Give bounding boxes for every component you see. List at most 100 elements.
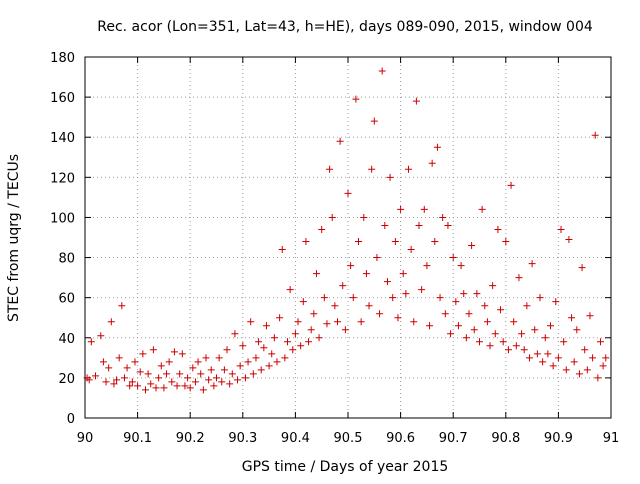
data-point: [528, 260, 536, 268]
data-point: [581, 346, 589, 354]
data-point: [565, 236, 573, 244]
data-point: [470, 326, 478, 334]
data-point: [594, 374, 602, 382]
data-point: [302, 238, 310, 246]
data-point: [602, 354, 610, 362]
data-point: [134, 382, 142, 390]
data-point: [552, 298, 560, 306]
data-point: [418, 286, 426, 294]
data-point: [157, 362, 165, 370]
data-point: [260, 344, 268, 352]
data-point: [478, 205, 486, 213]
data-point: [554, 354, 562, 362]
data-point: [333, 318, 341, 326]
data-point: [113, 376, 121, 384]
data-point: [120, 374, 128, 382]
data-point: [491, 330, 499, 338]
data-point: [247, 318, 255, 326]
data-points: [83, 67, 610, 394]
data-point: [378, 67, 386, 75]
data-point: [307, 326, 315, 334]
data-point: [573, 326, 581, 334]
data-point: [449, 254, 457, 262]
data-point: [252, 354, 260, 362]
data-point: [426, 322, 434, 330]
data-point: [355, 238, 363, 246]
data-point: [118, 302, 126, 310]
data-point: [312, 270, 320, 278]
data-point: [249, 370, 257, 378]
data-point: [131, 358, 139, 366]
data-point: [404, 165, 412, 173]
data-point: [305, 338, 313, 346]
y-axis-label: STEC from uqrg / TECUs: [6, 154, 22, 322]
data-point: [347, 262, 355, 270]
data-point: [549, 362, 557, 370]
data-point: [373, 254, 381, 262]
data-point: [226, 380, 234, 388]
data-point: [452, 298, 460, 306]
data-point: [357, 318, 365, 326]
data-point: [215, 354, 223, 362]
x-tick-label: 90.5: [334, 431, 363, 446]
data-point: [268, 350, 276, 358]
data-point: [499, 338, 507, 346]
data-point: [310, 310, 318, 318]
x-tick-label: 90.2: [176, 431, 205, 446]
data-point: [244, 358, 252, 366]
data-point: [568, 314, 576, 322]
data-point: [497, 306, 505, 314]
x-tick-label: 90.3: [228, 431, 257, 446]
data-point: [383, 278, 391, 286]
data-point: [184, 374, 192, 382]
y-tick-label: 80: [58, 252, 75, 267]
y-tick-label: 20: [58, 372, 75, 387]
data-point: [341, 326, 349, 334]
chart-title: Rec. acor (Lon=351, Lat=43, h=HE), days …: [97, 19, 593, 35]
data-point: [147, 380, 155, 388]
x-axis-label: GPS time / Days of year 2015: [242, 459, 449, 475]
data-point: [483, 318, 491, 326]
data-point: [362, 270, 370, 278]
tick-labels: 90 90.1 90.2 90.3 90.4 90.5 90.6 90.7 90.8 90.9 91…: [50, 51, 619, 446]
data-point: [441, 310, 449, 318]
data-point: [194, 358, 202, 366]
data-point: [170, 348, 178, 356]
data-point: [320, 294, 328, 302]
data-point: [92, 372, 100, 380]
plot-frame: [84, 56, 612, 419]
data-point: [107, 318, 115, 326]
data-point: [105, 364, 113, 372]
data-point: [336, 137, 344, 145]
data-point: [389, 294, 397, 302]
data-point: [213, 374, 220, 382]
x-tick-label: 91: [603, 431, 620, 446]
data-point: [410, 318, 418, 326]
data-point: [439, 213, 447, 221]
data-point: [462, 334, 470, 342]
data-point: [220, 366, 228, 374]
data-point: [507, 181, 515, 189]
data-point: [570, 358, 578, 366]
data-point: [489, 282, 497, 290]
data-point: [547, 322, 555, 330]
data-point: [431, 238, 439, 246]
data-point: [218, 378, 226, 386]
data-point: [586, 312, 594, 320]
data-point: [599, 362, 607, 370]
data-point: [241, 374, 249, 382]
data-point: [523, 302, 531, 310]
data-point: [436, 294, 444, 302]
data-point: [315, 334, 323, 342]
data-point: [541, 334, 549, 342]
data-point: [323, 320, 331, 328]
data-point: [197, 370, 205, 378]
data-point: [85, 376, 93, 384]
data-point: [407, 246, 415, 254]
data-point: [136, 368, 144, 376]
data-point: [199, 386, 207, 394]
data-point: [286, 286, 294, 294]
data-point: [544, 350, 552, 358]
